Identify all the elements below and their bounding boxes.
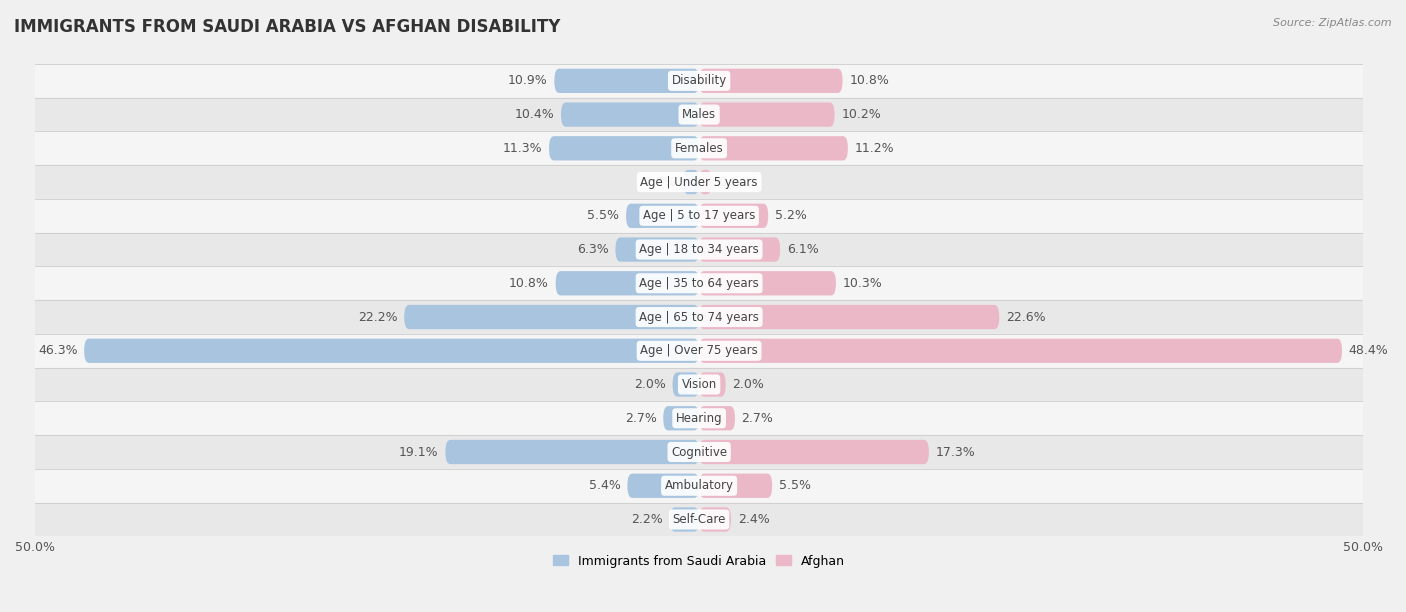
Text: 22.2%: 22.2% (359, 310, 398, 324)
Text: Vision: Vision (682, 378, 717, 391)
Bar (35, 199, 1364, 233)
Text: 5.5%: 5.5% (779, 479, 811, 492)
Bar (35, 266, 1364, 300)
FancyBboxPatch shape (699, 170, 711, 194)
Bar (35, 334, 1364, 368)
FancyBboxPatch shape (554, 69, 699, 93)
Text: Age | 18 to 34 years: Age | 18 to 34 years (640, 243, 759, 256)
Text: IMMIGRANTS FROM SAUDI ARABIA VS AFGHAN DISABILITY: IMMIGRANTS FROM SAUDI ARABIA VS AFGHAN D… (14, 18, 561, 36)
FancyBboxPatch shape (699, 440, 929, 464)
Text: 6.1%: 6.1% (787, 243, 818, 256)
FancyBboxPatch shape (699, 474, 772, 498)
Text: Cognitive: Cognitive (671, 446, 727, 458)
FancyBboxPatch shape (699, 372, 725, 397)
Text: 10.8%: 10.8% (509, 277, 548, 290)
Bar (35, 502, 1364, 536)
FancyBboxPatch shape (669, 507, 699, 532)
Text: 46.3%: 46.3% (38, 345, 77, 357)
Text: 2.7%: 2.7% (624, 412, 657, 425)
Text: Females: Females (675, 142, 724, 155)
FancyBboxPatch shape (405, 305, 699, 329)
Text: 19.1%: 19.1% (399, 446, 439, 458)
Text: 11.3%: 11.3% (503, 142, 543, 155)
Bar (35, 165, 1364, 199)
FancyBboxPatch shape (626, 204, 699, 228)
Text: 2.2%: 2.2% (631, 513, 664, 526)
FancyBboxPatch shape (699, 204, 768, 228)
FancyBboxPatch shape (699, 69, 842, 93)
Text: 17.3%: 17.3% (935, 446, 976, 458)
Text: 2.7%: 2.7% (741, 412, 773, 425)
Text: 1.2%: 1.2% (645, 176, 676, 188)
Text: 5.4%: 5.4% (589, 479, 621, 492)
Text: Age | 65 to 74 years: Age | 65 to 74 years (640, 310, 759, 324)
FancyBboxPatch shape (699, 507, 731, 532)
Text: 10.8%: 10.8% (849, 74, 889, 88)
FancyBboxPatch shape (555, 271, 699, 296)
FancyBboxPatch shape (548, 136, 699, 160)
Text: Age | 35 to 64 years: Age | 35 to 64 years (640, 277, 759, 290)
Bar (35, 435, 1364, 469)
Bar (35, 233, 1364, 266)
FancyBboxPatch shape (446, 440, 699, 464)
FancyBboxPatch shape (627, 474, 699, 498)
FancyBboxPatch shape (699, 305, 1000, 329)
Text: 10.9%: 10.9% (508, 74, 548, 88)
Text: Age | Over 75 years: Age | Over 75 years (640, 345, 758, 357)
FancyBboxPatch shape (616, 237, 699, 262)
FancyBboxPatch shape (699, 271, 837, 296)
Text: Self-Care: Self-Care (672, 513, 725, 526)
Text: 5.2%: 5.2% (775, 209, 807, 222)
Text: 10.2%: 10.2% (841, 108, 882, 121)
Text: 22.6%: 22.6% (1005, 310, 1046, 324)
FancyBboxPatch shape (683, 170, 699, 194)
FancyBboxPatch shape (664, 406, 699, 430)
Text: Males: Males (682, 108, 716, 121)
FancyBboxPatch shape (699, 102, 835, 127)
Text: 2.0%: 2.0% (634, 378, 666, 391)
Text: Age | Under 5 years: Age | Under 5 years (640, 176, 758, 188)
Text: 2.0%: 2.0% (733, 378, 765, 391)
FancyBboxPatch shape (561, 102, 699, 127)
Bar (35, 401, 1364, 435)
Text: Hearing: Hearing (676, 412, 723, 425)
Text: Age | 5 to 17 years: Age | 5 to 17 years (643, 209, 755, 222)
Text: 2.4%: 2.4% (738, 513, 769, 526)
FancyBboxPatch shape (672, 372, 699, 397)
FancyBboxPatch shape (84, 338, 699, 363)
Bar (35, 98, 1364, 132)
Text: Disability: Disability (672, 74, 727, 88)
Bar (35, 469, 1364, 502)
Text: Source: ZipAtlas.com: Source: ZipAtlas.com (1274, 18, 1392, 28)
Bar (35, 64, 1364, 98)
Bar (35, 132, 1364, 165)
Bar (35, 368, 1364, 401)
FancyBboxPatch shape (699, 237, 780, 262)
Text: 0.94%: 0.94% (718, 176, 758, 188)
FancyBboxPatch shape (699, 338, 1341, 363)
Text: 10.3%: 10.3% (842, 277, 883, 290)
Text: 10.4%: 10.4% (515, 108, 554, 121)
Text: 5.5%: 5.5% (588, 209, 620, 222)
FancyBboxPatch shape (699, 406, 735, 430)
Text: 6.3%: 6.3% (576, 243, 609, 256)
Legend: Immigrants from Saudi Arabia, Afghan: Immigrants from Saudi Arabia, Afghan (548, 550, 851, 573)
Text: 48.4%: 48.4% (1348, 345, 1388, 357)
Bar (35, 300, 1364, 334)
Text: 11.2%: 11.2% (855, 142, 894, 155)
Text: Ambulatory: Ambulatory (665, 479, 734, 492)
FancyBboxPatch shape (699, 136, 848, 160)
